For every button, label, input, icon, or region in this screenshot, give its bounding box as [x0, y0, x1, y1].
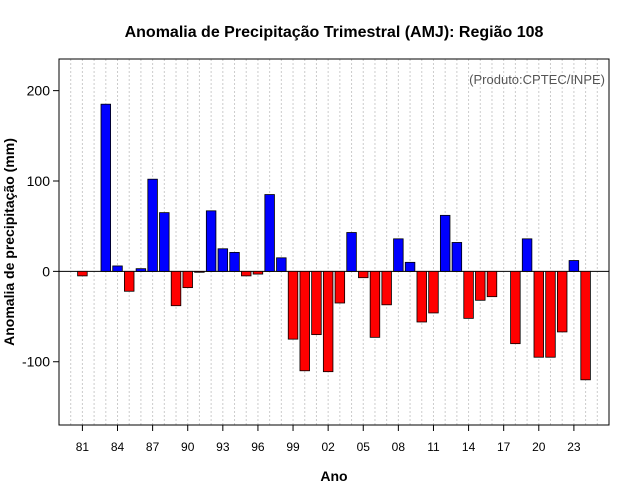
x-axis-label: Ano — [320, 468, 347, 484]
bar-1992 — [205, 210, 217, 272]
bar-1998 — [276, 257, 287, 272]
x-tick-label: 08 — [392, 440, 406, 454]
bar-1989 — [170, 270, 182, 307]
bar-2002 — [322, 270, 334, 373]
bar-2014 — [463, 270, 474, 319]
bar-2001 — [311, 270, 322, 336]
bar-1991 — [194, 270, 205, 273]
y-tick-label: -100 — [22, 354, 50, 370]
y-axis: -100 0 100 200 — [22, 83, 59, 370]
bar-1995 — [241, 270, 252, 277]
x-tick-label: 17 — [497, 440, 511, 454]
bar-2000 — [299, 270, 310, 372]
bar-1994 — [229, 251, 240, 272]
x-tick-label: 20 — [532, 440, 546, 454]
bar-2007 — [381, 270, 392, 306]
y-tick-label: 0 — [42, 263, 50, 279]
bar-1986 — [135, 268, 147, 272]
bar-2018 — [510, 270, 521, 345]
bar-1993 — [217, 248, 229, 272]
bar-2023 — [568, 260, 580, 272]
chart-title: Anomalia de Precipitação Trimestral (AMJ… — [125, 24, 544, 41]
bar-1985 — [124, 270, 135, 292]
x-tick-label: 90 — [181, 440, 195, 454]
x-tick-label: 05 — [357, 440, 371, 454]
bar-2015 — [475, 270, 486, 301]
bar-2010 — [416, 270, 427, 323]
bar-2019 — [521, 238, 533, 272]
bar-2003 — [334, 270, 346, 304]
bar-2008 — [393, 238, 404, 272]
bar-2011 — [428, 270, 439, 314]
bar-2013 — [451, 242, 463, 272]
bar-1981 — [77, 270, 88, 277]
x-tick-label: 11 — [427, 440, 440, 454]
bar-1983 — [100, 103, 112, 272]
bar-1997 — [264, 194, 275, 272]
bar-2016 — [486, 270, 498, 298]
bar-1984 — [112, 265, 123, 272]
y-tick-label: 100 — [27, 173, 51, 189]
bar-1987 — [147, 178, 158, 272]
x-tick-label: 23 — [567, 440, 581, 454]
bar-2009 — [404, 261, 416, 272]
x-tick-label: 84 — [111, 440, 125, 454]
x-tick-label: 96 — [251, 440, 265, 454]
bar-2024 — [580, 270, 591, 381]
bar-1990 — [182, 270, 193, 289]
x-tick-label: 87 — [146, 440, 160, 454]
bar-2006 — [369, 270, 381, 338]
bar-1988 — [159, 212, 170, 272]
x-tick-label: 02 — [321, 440, 335, 454]
x-axis: 81 84 87 90 93 96 99 02 05 08 11 14 17 20 23 — [76, 425, 581, 454]
bar-1999 — [287, 270, 299, 340]
bar-2021 — [545, 270, 556, 358]
x-tick-label: 99 — [286, 440, 300, 454]
y-tick-label: 200 — [27, 83, 51, 99]
bar-1996 — [252, 270, 264, 275]
plot-frame — [58, 58, 610, 426]
credit-text: (Produto:CPTEC/INPE) — [469, 72, 605, 87]
x-tick-label: 81 — [76, 440, 90, 454]
bar-2020 — [533, 270, 544, 358]
bar-2004 — [346, 232, 357, 272]
y-axis-label: Anomalia de precipitação (mm) — [1, 138, 17, 346]
bar-2012 — [439, 214, 451, 272]
bars — [77, 103, 591, 381]
x-tick-label: 14 — [462, 440, 476, 454]
x-tick-label: 93 — [216, 440, 230, 454]
bar-2022 — [556, 270, 568, 333]
bar-2005 — [358, 270, 369, 279]
